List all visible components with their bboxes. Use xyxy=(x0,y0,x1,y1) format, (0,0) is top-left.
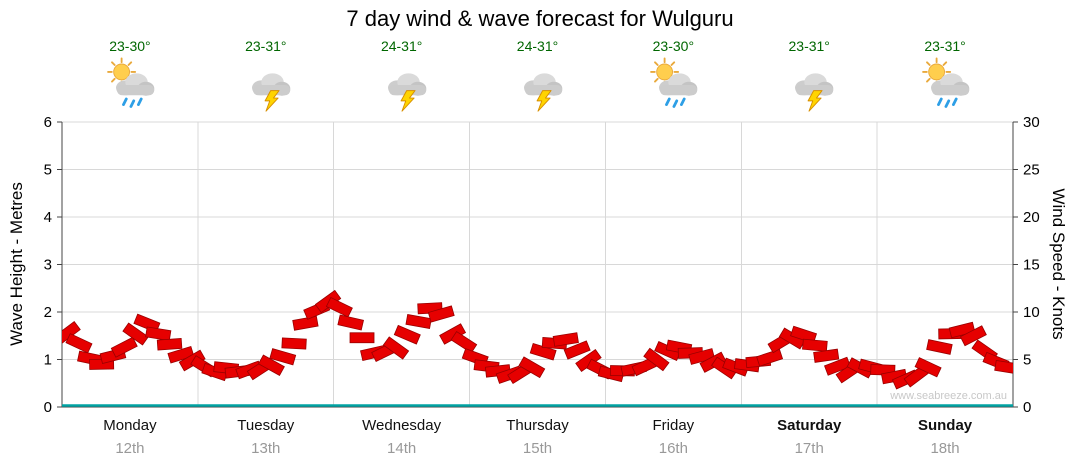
day-label-thursday: Thursday 15th xyxy=(470,417,606,457)
day-name: Sunday xyxy=(917,417,973,434)
day-date: 13th xyxy=(251,440,281,457)
day-label-tuesday: Tuesday 13th xyxy=(198,417,334,457)
wave-tick-label: 0 xyxy=(44,399,52,416)
temp-range: 23-31° xyxy=(788,38,830,54)
day-date: 12th xyxy=(115,440,145,457)
sun-shower-icon xyxy=(877,57,1013,113)
day-header-monday: 23-30° xyxy=(62,38,198,113)
wave-tick-label: 2 xyxy=(44,304,52,321)
thunderstorm-icon xyxy=(470,57,606,113)
wind-barb-series xyxy=(62,289,1013,390)
page-title: 7 day wind & wave forecast for Wulguru xyxy=(346,6,734,31)
wind-tick-label: 20 xyxy=(1023,209,1040,226)
thunderstorm-icon xyxy=(198,57,334,113)
day-date: 14th xyxy=(387,440,417,457)
day-name: Friday xyxy=(652,417,695,434)
day-date: 17th xyxy=(794,440,824,457)
day-name: Thursday xyxy=(506,417,569,434)
temp-range: 23-31° xyxy=(924,38,966,54)
day-label-wednesday: Wednesday 14th xyxy=(334,417,470,457)
wind-tick-label: 30 xyxy=(1023,114,1040,131)
day-name: Saturday xyxy=(777,417,842,434)
day-header-sunday: 23-31° xyxy=(877,38,1013,113)
wind-tick-label: 15 xyxy=(1023,257,1040,274)
day-name: Tuesday xyxy=(237,417,295,434)
wind-tick-label: 10 xyxy=(1023,304,1040,321)
temp-range: 24-31° xyxy=(380,38,423,54)
wind-tick-label: 25 xyxy=(1023,162,1040,179)
day-header-thursday: 24-31° xyxy=(470,38,606,113)
day-label-saturday: Saturday 17th xyxy=(741,417,877,457)
wave-tick-label: 3 xyxy=(44,257,52,274)
temp-range: 23-30° xyxy=(109,38,151,54)
thunderstorm-icon xyxy=(741,57,877,113)
watermark: www.seabreeze.com.au xyxy=(889,390,1007,402)
wave-tick-label: 1 xyxy=(44,352,52,369)
wind-tick-label: 5 xyxy=(1023,352,1031,369)
thunderstorm-icon xyxy=(334,57,470,113)
wind-tick-label: 0 xyxy=(1023,399,1031,416)
day-name: Monday xyxy=(103,417,157,434)
day-label-sunday: Sunday 18th xyxy=(877,417,1013,457)
day-date: 16th xyxy=(658,440,688,457)
wave-tick-label: 4 xyxy=(44,209,52,226)
sun-shower-icon xyxy=(62,57,198,113)
day-label-friday: Friday 16th xyxy=(605,417,741,457)
day-date: 18th xyxy=(930,440,960,457)
wave-tick-label: 6 xyxy=(44,114,52,131)
day-header-saturday: 23-31° xyxy=(741,38,877,113)
sun-shower-icon xyxy=(605,57,741,113)
temp-range: 24-31° xyxy=(516,38,559,54)
day-name: Wednesday xyxy=(362,417,442,434)
day-header-friday: 23-30° xyxy=(605,38,741,113)
day-label-monday: Monday 12th xyxy=(62,417,198,457)
day-header-wednesday: 24-31° xyxy=(334,38,470,113)
day-header-tuesday: 23-31° xyxy=(198,38,334,113)
temp-range: 23-30° xyxy=(652,38,695,54)
day-date: 15th xyxy=(522,440,553,457)
temp-range: 23-31° xyxy=(245,38,287,54)
wave-tick-label: 5 xyxy=(44,162,52,179)
